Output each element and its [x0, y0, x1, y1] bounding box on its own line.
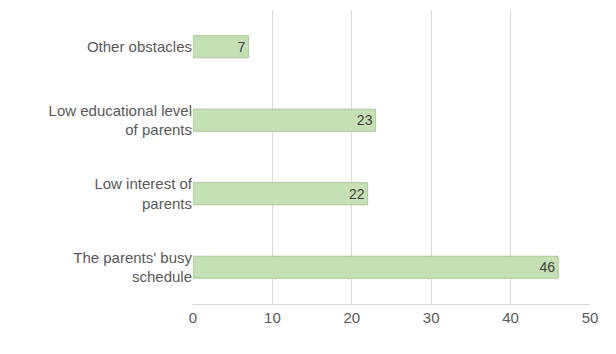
svg-text:46: 46: [539, 259, 555, 275]
svg-text:10: 10: [264, 309, 281, 326]
svg-text:50: 50: [582, 309, 599, 326]
svg-text:7: 7: [238, 39, 246, 55]
svg-text:The parents' busyschedule: The parents' busyschedule: [73, 249, 192, 286]
svg-text:30: 30: [423, 309, 440, 326]
svg-text:0: 0: [189, 309, 197, 326]
svg-text:Other obstacles: Other obstacles: [87, 38, 192, 55]
svg-text:Low interest ofparents: Low interest ofparents: [94, 175, 192, 212]
svg-text:22: 22: [349, 186, 365, 202]
svg-text:40: 40: [502, 309, 519, 326]
svg-text:23: 23: [357, 112, 373, 128]
svg-text:Low educational levelof parent: Low educational levelof parents: [49, 102, 192, 139]
svg-text:20: 20: [343, 309, 360, 326]
